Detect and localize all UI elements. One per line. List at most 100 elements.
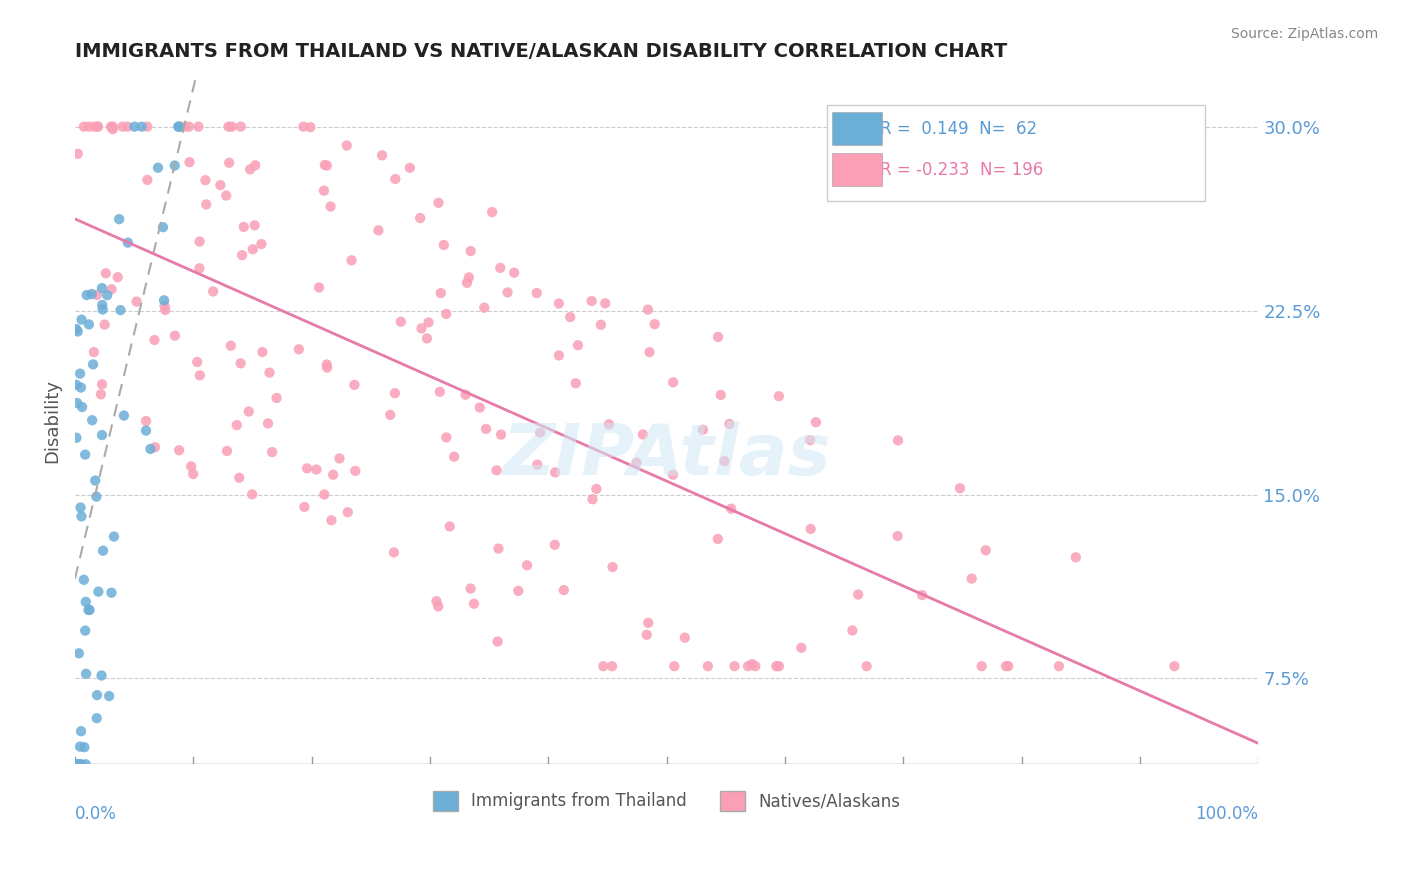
Point [741,657,763,671]
Point [389,315,412,329]
Text: IMMIGRANTS FROM THAILAND VS NATIVE/ALASKAN DISABILITY CORRELATION CHART: IMMIGRANTS FROM THAILAND VS NATIVE/ALASK… [75,42,1007,61]
Point [257,417,280,431]
Text: Source: ZipAtlas.com: Source: ZipAtlas.com [1230,27,1378,41]
Point [77,603,100,617]
Legend: Immigrants from Thailand, Natives/Alaskans: Immigrants from Thailand, Natives/Alaska… [426,784,907,818]
Point [321,513,343,527]
Point [1064,550,1087,565]
Point [434,430,457,444]
Point [994,659,1017,673]
Point [101,122,124,136]
Point [163,159,186,173]
Point [219,339,242,353]
Point [380,408,402,422]
Point [163,328,186,343]
Point [336,138,359,153]
Point [544,538,567,552]
Point [70,724,93,739]
Point [69,757,91,772]
Point [90,668,112,682]
Point [229,120,252,134]
Point [252,345,274,359]
Point [70,380,93,394]
Point [315,159,337,173]
Point [108,212,131,227]
Point [174,120,197,134]
Point [228,471,250,485]
Point [65,757,87,772]
Point [692,423,714,437]
Point [75,448,97,462]
Point [181,467,204,481]
Point [75,757,97,772]
Point [765,659,787,673]
Point [567,338,589,352]
Point [673,631,696,645]
Point [169,120,191,134]
Point [322,467,344,482]
Point [662,467,685,482]
Point [76,288,98,302]
Point [84,474,107,488]
Point [328,451,350,466]
Point [662,376,685,390]
Point [460,244,482,259]
Point [485,463,508,477]
Point [167,443,190,458]
Point [67,757,90,772]
Point [70,400,93,414]
Point [239,162,262,177]
Point [153,299,176,313]
Point [602,560,624,574]
Point [83,345,105,359]
Point [82,413,104,427]
Point [117,120,139,134]
Point [202,285,225,299]
Point [100,282,122,296]
Point [240,487,263,501]
Point [187,120,209,134]
Point [384,386,406,401]
Point [87,120,110,134]
Point [79,603,101,617]
Point [598,417,620,432]
Point [418,315,440,329]
Point [887,434,910,448]
Point [433,238,456,252]
Point [70,509,93,524]
Point [136,173,159,187]
Point [411,321,433,335]
Point [638,345,661,359]
Point [73,120,96,134]
Point [592,659,614,673]
Point [83,120,105,134]
Point [486,541,509,556]
Point [308,280,330,294]
Point [243,219,266,233]
Point [434,307,457,321]
Point [503,266,526,280]
Point [167,120,190,134]
Point [107,270,129,285]
Point [86,288,108,302]
Point [143,333,166,347]
Point [232,219,254,234]
Point [75,666,97,681]
Point [664,659,686,673]
Point [80,287,103,301]
Point [218,155,240,169]
Point [292,120,315,134]
Point [153,293,176,308]
Point [135,424,157,438]
Point [429,384,451,399]
Point [1047,659,1070,673]
FancyBboxPatch shape [827,105,1205,202]
Point [593,296,616,310]
Point [439,519,461,533]
Point [367,223,389,237]
Point [139,442,162,456]
Point [718,417,741,431]
Point [508,583,530,598]
Point [143,440,166,454]
Point [799,433,821,447]
